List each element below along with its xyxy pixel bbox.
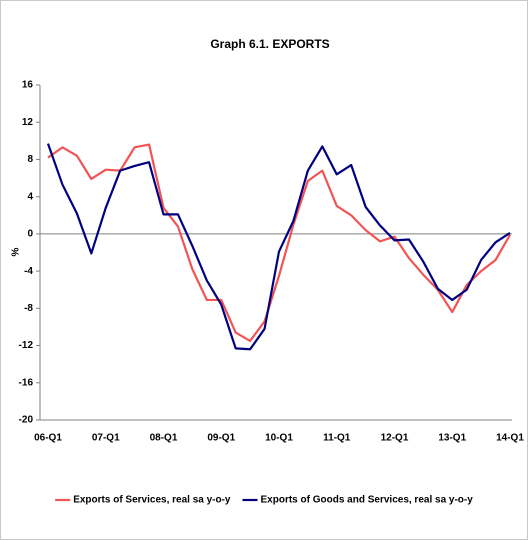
chart-title: Graph 6.1. EXPORTS — [210, 37, 329, 51]
series-line — [47, 143, 511, 343]
y-tick-label: 12 — [22, 117, 34, 128]
y-axis-label: % — [11, 247, 22, 256]
x-tick-label: 13-Q1 — [438, 433, 466, 444]
x-tick-label: 06-Q1 — [34, 433, 62, 444]
y-tick-label: 0 — [27, 229, 33, 240]
x-tick-label: 10-Q1 — [265, 433, 293, 444]
y-tick-label: 8 — [27, 154, 33, 165]
x-tick-label: 09-Q1 — [207, 433, 235, 444]
y-tick-label: -4 — [24, 266, 33, 277]
x-tick-label: 07-Q1 — [92, 433, 120, 444]
y-tick-label: -8 — [24, 303, 33, 314]
series-line — [46, 143, 511, 351]
x-tick-label: 12-Q1 — [381, 433, 409, 444]
legend-label: Exports of Goods and Services, real sa y… — [261, 495, 474, 506]
y-tick-label: 16 — [22, 80, 34, 91]
y-tick-label: 4 — [27, 191, 33, 202]
y-tick-label: -16 — [19, 377, 34, 388]
y-tick-label: -20 — [19, 415, 34, 426]
x-tick-label: 11-Q1 — [323, 433, 351, 444]
legend-label: Exports of Services, real sa y-o-y — [73, 495, 231, 506]
y-tick-label: -12 — [19, 340, 34, 351]
x-tick-label: 14-Q1 — [496, 433, 524, 444]
x-tick-label: 08-Q1 — [150, 433, 178, 444]
